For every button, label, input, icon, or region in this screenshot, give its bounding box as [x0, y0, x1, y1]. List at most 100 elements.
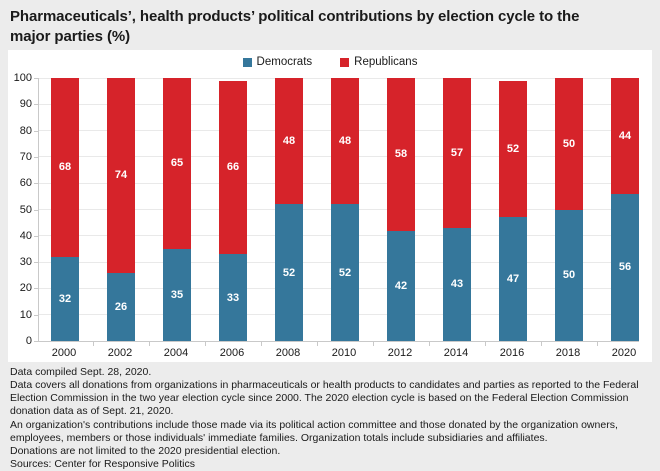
bar-value-label: 56 — [618, 261, 632, 274]
x-tick — [373, 342, 374, 346]
chart-title: Pharmaceuticals’, health products’ polit… — [10, 8, 580, 45]
y-tick — [34, 209, 38, 211]
bar-group: 52 48 — [331, 78, 359, 341]
x-tick — [541, 342, 542, 346]
y-tick-label: 0 — [25, 335, 32, 347]
y-tick — [34, 341, 38, 342]
bar-segment-republicans: 48 — [331, 78, 359, 205]
x-tick — [149, 342, 150, 346]
bar-group: 43 57 — [443, 78, 471, 341]
bar-segment-republicans: 57 — [443, 78, 471, 228]
bar-segment-democrats: 56 — [611, 193, 639, 341]
bar-segment-democrats: 50 — [555, 209, 583, 341]
legend-label-republicans: Republicans — [354, 56, 418, 68]
bar-value-label: 74 — [114, 169, 128, 182]
bar-value-label: 32 — [58, 292, 72, 305]
x-tick — [93, 342, 94, 346]
x-tick-label: 2018 — [555, 347, 581, 359]
bar-value-label: 33 — [226, 291, 240, 304]
bar-value-label: 57 — [450, 146, 464, 159]
x-tick-label: 2006 — [219, 347, 245, 359]
bar-segment-democrats: 35 — [163, 248, 191, 341]
bar-segment-democrats: 52 — [275, 204, 303, 341]
y-tick-label: 70 — [19, 150, 32, 163]
bar-value-label: 42 — [394, 279, 408, 292]
bar-group: 56 44 — [611, 78, 639, 341]
footnote-line: Data covers all donations from organizat… — [10, 379, 639, 418]
bar-value-label: 48 — [282, 135, 296, 148]
x-tick-label: 2002 — [107, 347, 133, 359]
footnotes: Data compiled Sept. 28, 2020. Data cover… — [0, 362, 660, 471]
y-tick-label: 10 — [19, 308, 32, 321]
x-tick — [485, 342, 486, 346]
bar-group: 33 66 — [219, 80, 247, 341]
bar-value-label: 50 — [562, 137, 576, 150]
bar-group: 50 50 — [555, 78, 583, 341]
y-tick — [34, 104, 38, 106]
footnote-line: An organization's contributions include … — [10, 418, 618, 444]
democrats-swatch-icon — [242, 57, 252, 67]
x-tick-label: 2016 — [499, 347, 525, 359]
bar-value-label: 65 — [170, 157, 184, 170]
bar-segment-democrats: 47 — [499, 217, 527, 341]
y-tick-label: 50 — [19, 203, 32, 216]
bar-segment-republicans: 74 — [107, 78, 135, 273]
footnote-line: Data compiled Sept. 28, 2020. — [10, 366, 152, 378]
bar-value-label: 43 — [450, 278, 464, 291]
legend-item-democrats: Democrats — [242, 56, 313, 68]
bar-segment-republicans: 48 — [275, 78, 303, 205]
bar-value-label: 26 — [114, 300, 128, 313]
bar-segment-democrats: 33 — [219, 254, 247, 341]
bar-segment-republicans: 68 — [51, 78, 79, 257]
y-tick — [34, 235, 38, 237]
bar-value-label: 68 — [58, 161, 72, 174]
y-tick — [34, 183, 38, 185]
bar-group: 32 68 — [51, 78, 79, 341]
legend: Democrats Republicans — [8, 56, 652, 68]
y-tick-label: 100 — [13, 72, 32, 84]
bar-group: 35 65 — [163, 78, 191, 341]
chart-panel: Democrats Republicans 32 68 26 74 35 65 33 66 52… — [8, 50, 652, 362]
x-tick — [597, 342, 598, 346]
bar-group: 26 74 — [107, 78, 135, 341]
bar-value-label: 66 — [226, 161, 240, 174]
bar-value-label: 52 — [282, 266, 296, 279]
bar-value-label: 58 — [394, 148, 408, 161]
x-tick — [261, 342, 262, 346]
bar-segment-republicans: 66 — [219, 80, 247, 255]
bar-segment-republicans: 65 — [163, 78, 191, 249]
y-tick-label: 80 — [19, 124, 32, 137]
bar-segment-democrats: 26 — [107, 272, 135, 341]
bar-segment-democrats: 42 — [387, 230, 415, 341]
bar-group: 42 58 — [387, 78, 415, 341]
x-tick-label: 2012 — [387, 347, 413, 359]
bar-value-label: 35 — [170, 288, 184, 301]
bar-segment-democrats: 32 — [51, 256, 79, 341]
bar-segment-republicans: 50 — [555, 78, 583, 210]
x-tick-label: 2014 — [443, 347, 469, 359]
x-tick-label: 2004 — [163, 347, 189, 359]
bar-value-label: 50 — [562, 269, 576, 282]
x-tick-label: 2008 — [275, 347, 301, 359]
x-tick — [429, 342, 430, 346]
legend-item-republicans: Republicans — [340, 56, 417, 68]
y-tick — [34, 262, 38, 264]
legend-label-democrats: Democrats — [256, 56, 313, 68]
bar-group: 47 52 — [499, 80, 527, 341]
plot-area: 32 68 26 74 35 65 33 66 52 48 52 48 42 58 43 57 47 52 50 50… — [38, 77, 639, 346]
x-tick-label: 2020 — [611, 347, 637, 359]
bar-value-label: 52 — [338, 266, 352, 279]
bar-segment-republicans: 44 — [611, 78, 639, 194]
bar-segment-republicans: 58 — [387, 78, 415, 231]
y-tick — [34, 130, 38, 132]
footnote-source: Sources: Center for Responsive Politics — [10, 457, 195, 470]
footnote-line: Donations are not limited to the 2020 pr… — [10, 444, 281, 457]
y-tick — [34, 78, 38, 79]
x-tick — [317, 342, 318, 346]
bar-segment-democrats: 43 — [443, 227, 471, 341]
x-tick-label: 2000 — [51, 347, 77, 359]
bar-value-label: 44 — [618, 129, 632, 142]
x-tick — [205, 342, 206, 346]
bar-value-label: 47 — [506, 273, 520, 286]
